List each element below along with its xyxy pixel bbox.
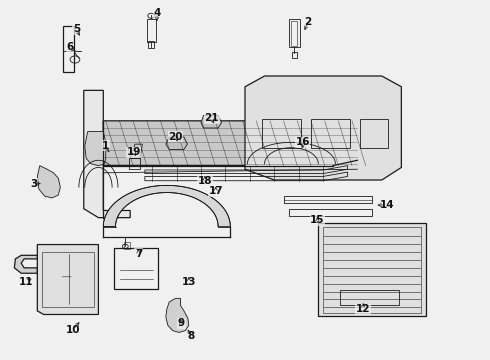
Text: 7: 7 (135, 248, 142, 258)
Text: 16: 16 (295, 138, 310, 147)
Text: 19: 19 (126, 147, 141, 157)
Bar (124, 242, 130, 249)
Bar (289, 19, 300, 47)
Text: 14: 14 (379, 200, 394, 210)
Text: 6: 6 (67, 42, 74, 52)
Polygon shape (85, 132, 106, 166)
Text: 10: 10 (66, 325, 80, 335)
Text: 9: 9 (178, 319, 185, 328)
Polygon shape (37, 244, 98, 315)
Bar (292, 51, 297, 58)
Text: 2: 2 (304, 17, 311, 27)
Bar (311, 119, 350, 148)
Text: 12: 12 (356, 304, 370, 314)
Text: 5: 5 (73, 24, 80, 35)
Polygon shape (103, 185, 230, 226)
Polygon shape (318, 223, 426, 316)
Polygon shape (103, 121, 357, 166)
Bar (114, 248, 158, 289)
Text: 15: 15 (310, 215, 324, 225)
Text: 8: 8 (188, 331, 195, 341)
Text: 1: 1 (102, 141, 109, 151)
Polygon shape (37, 166, 60, 198)
Bar (148, 41, 154, 48)
Text: 20: 20 (169, 132, 183, 142)
Polygon shape (84, 90, 130, 218)
Text: 21: 21 (204, 113, 219, 123)
Bar (42, 252, 94, 307)
Text: 4: 4 (153, 8, 161, 18)
Bar (63, 26, 74, 72)
Text: 3: 3 (30, 179, 38, 189)
Text: 18: 18 (197, 176, 212, 186)
Text: 13: 13 (182, 277, 196, 287)
Text: 11: 11 (19, 277, 33, 287)
Polygon shape (201, 116, 221, 128)
Polygon shape (245, 76, 401, 180)
Bar (291, 21, 297, 45)
Bar (147, 19, 156, 42)
Bar (323, 227, 421, 313)
Polygon shape (14, 255, 37, 273)
Polygon shape (166, 137, 187, 149)
Text: 17: 17 (208, 186, 223, 197)
Bar (360, 119, 388, 148)
Bar (262, 119, 301, 148)
Polygon shape (166, 298, 189, 332)
Bar (340, 291, 399, 305)
